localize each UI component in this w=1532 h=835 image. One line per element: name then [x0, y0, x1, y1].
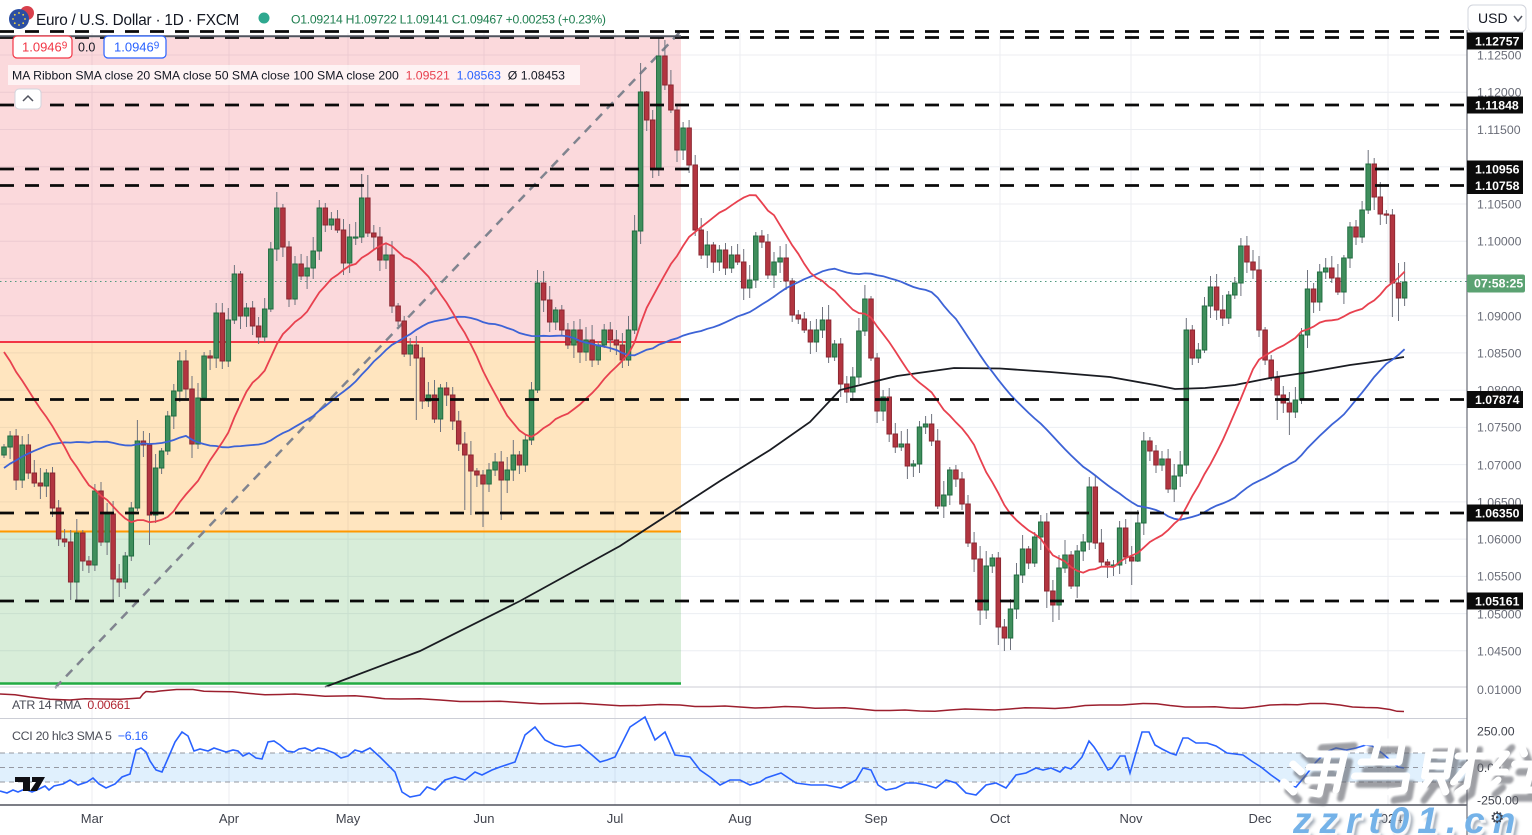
svg-text:1.11848: 1.11848: [1475, 99, 1519, 113]
svg-text:1.06000: 1.06000: [1477, 532, 1522, 546]
svg-text:ATR 14 RMA 0.00661: ATR 14 RMA 0.00661: [12, 698, 130, 712]
svg-text:1.09469: 1.09469: [114, 40, 160, 55]
svg-text:Mar: Mar: [81, 811, 104, 826]
svg-text:Sep: Sep: [864, 811, 887, 826]
svg-text:0.0: 0.0: [78, 41, 95, 55]
svg-text:CCI 20 hlc3 SMA 5 −6.16: CCI 20 hlc3 SMA 5 −6.16: [12, 729, 148, 743]
svg-text:1.10500: 1.10500: [1477, 197, 1522, 211]
svg-text:1.07000: 1.07000: [1477, 458, 1522, 472]
svg-text:1.10956: 1.10956: [1475, 163, 1520, 177]
svg-text:250.00: 250.00: [1477, 724, 1515, 738]
svg-text:Dec: Dec: [1248, 811, 1272, 826]
svg-text:1.10758: 1.10758: [1475, 179, 1520, 193]
svg-text:1.08500: 1.08500: [1477, 346, 1522, 360]
svg-text:1.05500: 1.05500: [1477, 569, 1522, 583]
svg-text:MA Ribbon SMA close 20 SMA clo: MA Ribbon SMA close 20 SMA close 50 SMA …: [12, 69, 565, 83]
svg-text:1.05161: 1.05161: [1475, 595, 1520, 609]
svg-text:1.09000: 1.09000: [1477, 309, 1522, 323]
svg-text:1.10000: 1.10000: [1477, 234, 1522, 248]
svg-text:07:58:25: 07:58:25: [1474, 277, 1523, 291]
svg-text:1.05000: 1.05000: [1477, 607, 1522, 621]
svg-text:0.00: 0.00: [1477, 761, 1501, 775]
svg-text:2024: 2024: [1374, 811, 1403, 826]
svg-text:USD: USD: [1478, 10, 1508, 26]
svg-text:1.12000: 1.12000: [1477, 85, 1522, 99]
svg-text:1.06350: 1.06350: [1475, 507, 1520, 521]
svg-text:Jun: Jun: [474, 811, 495, 826]
svg-text:Euro / U.S. Dollar · 1D · FXCM: Euro / U.S. Dollar · 1D · FXCM: [36, 12, 239, 29]
svg-text:Aug: Aug: [728, 811, 751, 826]
svg-text:1.04500: 1.04500: [1477, 644, 1522, 658]
svg-text:1.07874: 1.07874: [1475, 393, 1520, 407]
svg-text:Nov: Nov: [1119, 811, 1143, 826]
svg-text:1.07500: 1.07500: [1477, 420, 1522, 434]
svg-text:-250.00: -250.00: [1477, 793, 1519, 807]
svg-text:O1.09214 H1.09722 L1.09141 C1.: O1.09214 H1.09722 L1.09141 C1.09467 +0.0…: [291, 13, 606, 27]
svg-text:Oct: Oct: [990, 811, 1011, 826]
svg-text:1.09469: 1.09469: [22, 40, 68, 55]
svg-text:Apr: Apr: [219, 811, 240, 826]
svg-text:1.12757: 1.12757: [1475, 35, 1520, 49]
svg-text:0.01000: 0.01000: [1477, 683, 1522, 697]
svg-text:1.12500: 1.12500: [1477, 48, 1522, 62]
svg-text:Jul: Jul: [607, 811, 624, 826]
svg-text:May: May: [336, 811, 361, 826]
svg-text:1.11500: 1.11500: [1477, 123, 1521, 137]
